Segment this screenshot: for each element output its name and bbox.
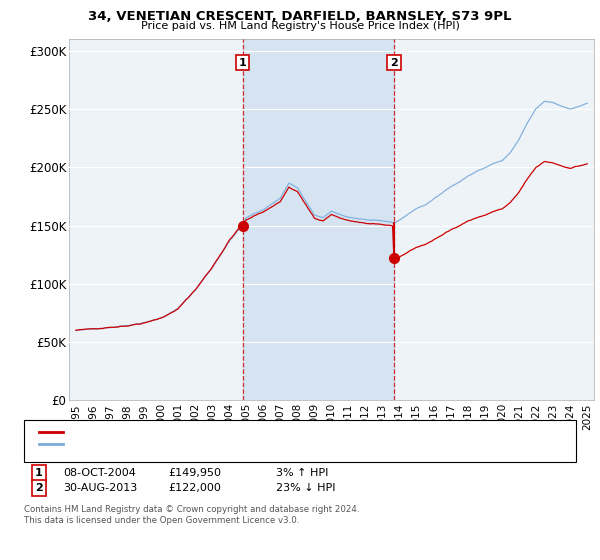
Text: Price paid vs. HM Land Registry's House Price Index (HPI): Price paid vs. HM Land Registry's House …: [140, 21, 460, 31]
Text: Contains HM Land Registry data © Crown copyright and database right 2024.
This d: Contains HM Land Registry data © Crown c…: [24, 505, 359, 525]
Text: 1: 1: [239, 58, 247, 68]
Text: 1: 1: [35, 468, 43, 478]
Text: 34, VENETIAN CRESCENT, DARFIELD, BARNSLEY, S73 9PL (detached house): 34, VENETIAN CRESCENT, DARFIELD, BARNSLE…: [69, 427, 461, 437]
Text: £149,950: £149,950: [168, 468, 221, 478]
Text: 2: 2: [390, 58, 398, 68]
Bar: [242, 39, 394, 400]
Text: 08-OCT-2004: 08-OCT-2004: [63, 468, 136, 478]
Text: 30-AUG-2013: 30-AUG-2013: [63, 483, 137, 493]
Text: 2: 2: [35, 483, 43, 493]
Text: 34, VENETIAN CRESCENT, DARFIELD, BARNSLEY, S73 9PL: 34, VENETIAN CRESCENT, DARFIELD, BARNSLE…: [88, 10, 512, 23]
Text: 3% ↑ HPI: 3% ↑ HPI: [276, 468, 328, 478]
Text: £122,000: £122,000: [168, 483, 221, 493]
Text: 23% ↓ HPI: 23% ↓ HPI: [276, 483, 335, 493]
Text: HPI: Average price, detached house, Barnsley: HPI: Average price, detached house, Barn…: [69, 438, 307, 449]
